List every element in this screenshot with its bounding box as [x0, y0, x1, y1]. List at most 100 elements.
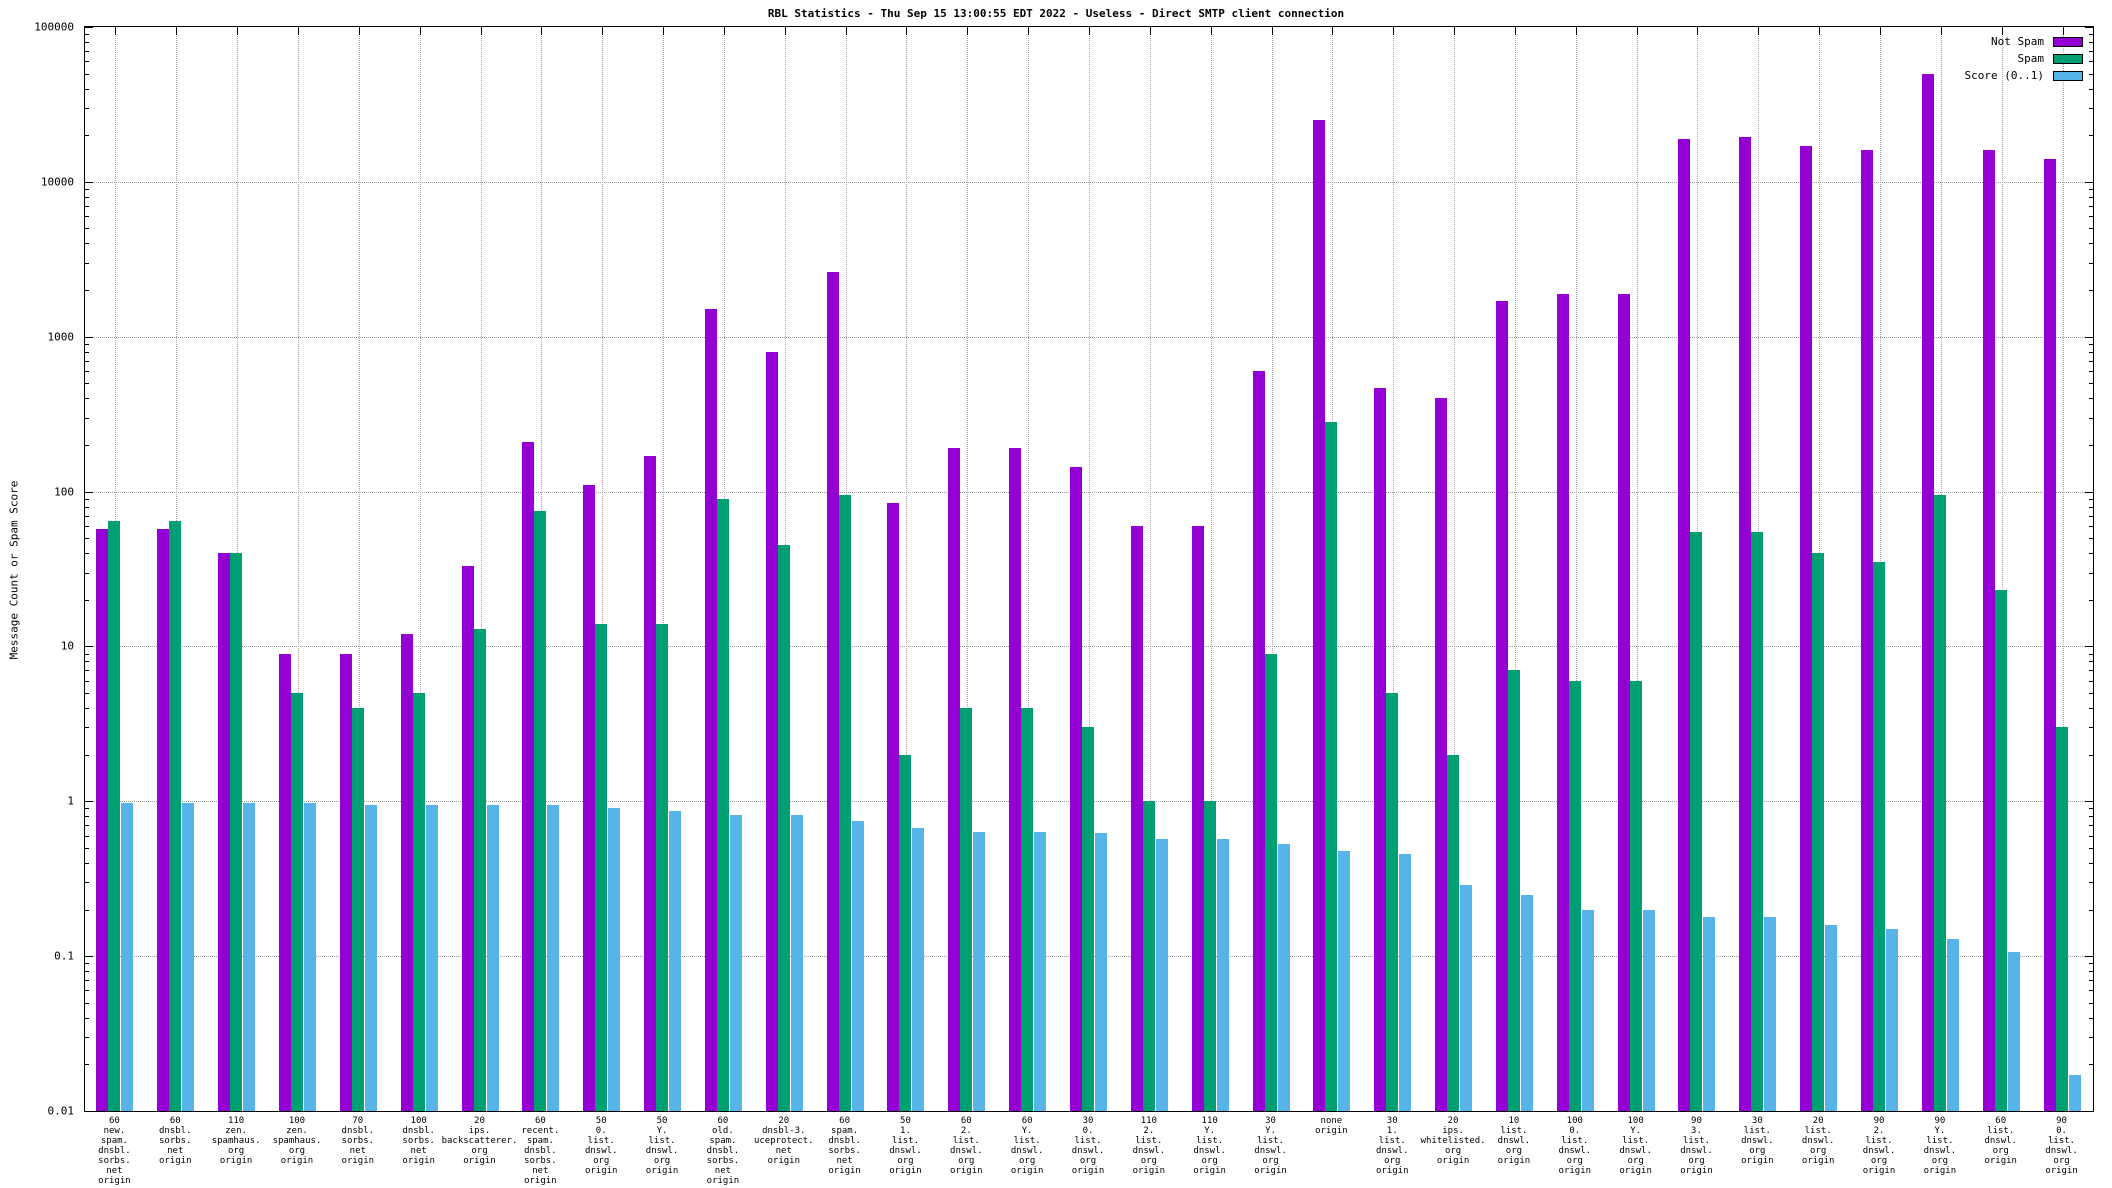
bar-score	[1277, 843, 1290, 1111]
bar-not-spam	[1982, 150, 1995, 1111]
y-tick-mark	[2085, 801, 2093, 803]
x-tick-mark	[237, 27, 239, 35]
y-minor-tick-mark	[2089, 73, 2093, 75]
bar-spam	[656, 623, 669, 1111]
y-tick-label: 1	[67, 794, 74, 808]
x-tick-mark	[1028, 27, 1030, 35]
y-minor-tick-mark	[85, 661, 89, 663]
y-minor-tick-mark	[85, 808, 89, 810]
y-tick-label: 10	[60, 639, 74, 653]
x-tick-mark	[419, 27, 421, 35]
x-tick-label: 110 2. list. dnswl. org origin	[1132, 1116, 1166, 1176]
bar-not-spam	[765, 351, 778, 1111]
y-minor-tick-mark	[2089, 417, 2093, 419]
y-minor-tick-mark	[85, 727, 89, 729]
bar-score	[121, 803, 134, 1111]
bar-not-spam	[1800, 146, 1813, 1111]
x-tick-mark	[1758, 27, 1760, 35]
legend: Not Spam Spam Score (0..1)	[1965, 35, 2083, 82]
y-tick-label: 1000	[47, 330, 75, 344]
y-minor-tick-mark	[85, 963, 89, 965]
bar-spam	[1325, 422, 1338, 1111]
y-minor-tick-mark	[2089, 661, 2093, 663]
bar-spam	[595, 623, 608, 1111]
y-minor-tick-mark	[85, 515, 89, 517]
bar-score	[303, 803, 316, 1111]
bar-score	[912, 828, 925, 1111]
y-minor-tick-mark	[2089, 42, 2093, 43]
x-tick-label: 100 Y. list. dnswl. org origin	[1619, 1116, 1652, 1176]
y-tick-mark	[2085, 27, 2093, 28]
bar-score	[1460, 884, 1473, 1111]
y-minor-tick-mark	[85, 816, 89, 818]
x-tick-mark	[1149, 27, 1151, 35]
bar-score	[547, 804, 560, 1111]
bar-not-spam	[1130, 525, 1143, 1111]
x-tick-label: 110 Y. list. dnswl. org origin	[1193, 1116, 1226, 1176]
y-minor-tick-mark	[85, 216, 89, 218]
bar-not-spam	[1739, 136, 1752, 1111]
gridline-vertical	[2062, 27, 2064, 1111]
gridline-vertical	[1089, 27, 1090, 1111]
y-minor-tick-mark	[85, 42, 89, 43]
x-tick-label: 60 recent. spam. dnsbl. sorbs. net origi…	[521, 1116, 560, 1186]
gridline-vertical	[1028, 27, 1030, 1111]
y-minor-tick-mark	[85, 708, 89, 710]
y-minor-tick-mark	[85, 599, 89, 601]
x-tick-mark	[845, 27, 847, 35]
bar-score	[1155, 839, 1168, 1111]
bar-spam	[290, 693, 303, 1111]
y-tick-label: 0.1	[54, 949, 74, 963]
bar-score	[1520, 894, 1533, 1111]
y-minor-tick-mark	[85, 653, 89, 655]
y-tick-mark	[2085, 956, 2093, 958]
y-tick-mark	[85, 336, 93, 338]
y-minor-tick-mark	[85, 135, 89, 137]
y-minor-tick-mark	[85, 205, 89, 207]
y-minor-tick-mark	[2089, 847, 2093, 849]
x-tick-label: 20 list. dnswl. org origin	[1801, 1116, 1835, 1166]
gridline-vertical	[906, 27, 908, 1111]
legend-swatch	[2053, 36, 2083, 47]
bar-spam	[1751, 531, 1764, 1111]
y-minor-tick-mark	[2089, 670, 2093, 672]
y-minor-tick-mark	[85, 990, 89, 992]
x-tick-label: 30 1. list. dnswl. org origin	[1375, 1116, 1409, 1176]
y-tick-mark	[2085, 1111, 2093, 1112]
bar-score	[973, 832, 986, 1111]
bar-spam	[534, 510, 547, 1111]
y-tick-label: 100	[54, 485, 74, 499]
y-minor-tick-mark	[2089, 754, 2093, 756]
chart-title: RBL Statistics - Thu Sep 15 13:00:55 EDT…	[767, 7, 1345, 20]
y-minor-tick-mark	[85, 188, 89, 190]
y-minor-tick-mark	[85, 1064, 89, 1066]
bar-not-spam	[218, 553, 231, 1111]
bar-spam	[1629, 680, 1642, 1111]
x-tick-mark	[1880, 27, 1882, 35]
y-minor-tick-mark	[85, 1017, 89, 1019]
bar-score	[729, 814, 742, 1111]
bar-score	[1764, 916, 1777, 1111]
y-minor-tick-mark	[85, 1002, 89, 1004]
x-tick-mark	[1940, 27, 1942, 35]
y-tick-mark	[85, 491, 93, 493]
y-minor-tick-mark	[85, 262, 89, 264]
legend-item: Spam	[1965, 52, 2083, 65]
bar-score	[1946, 938, 1959, 1111]
y-minor-tick-mark	[85, 351, 89, 353]
y-minor-tick-mark	[85, 107, 89, 109]
y-minor-tick-mark	[2089, 1017, 2093, 1019]
bar-score	[1825, 924, 1838, 1111]
bar-spam	[1933, 495, 1946, 1111]
bar-spam	[777, 545, 790, 1111]
bar-spam	[1507, 670, 1520, 1111]
y-tick-mark	[2085, 336, 2093, 338]
y-minor-tick-mark	[2089, 816, 2093, 818]
x-tick-mark	[1636, 27, 1638, 35]
x-tick-label: 60 Y. list. dnswl. org origin	[1010, 1116, 1044, 1176]
bar-spam	[473, 628, 486, 1111]
y-minor-tick-mark	[85, 444, 89, 446]
y-minor-tick-mark	[2089, 360, 2093, 362]
bar-spam	[1082, 727, 1094, 1111]
y-minor-tick-mark	[2089, 1002, 2093, 1004]
